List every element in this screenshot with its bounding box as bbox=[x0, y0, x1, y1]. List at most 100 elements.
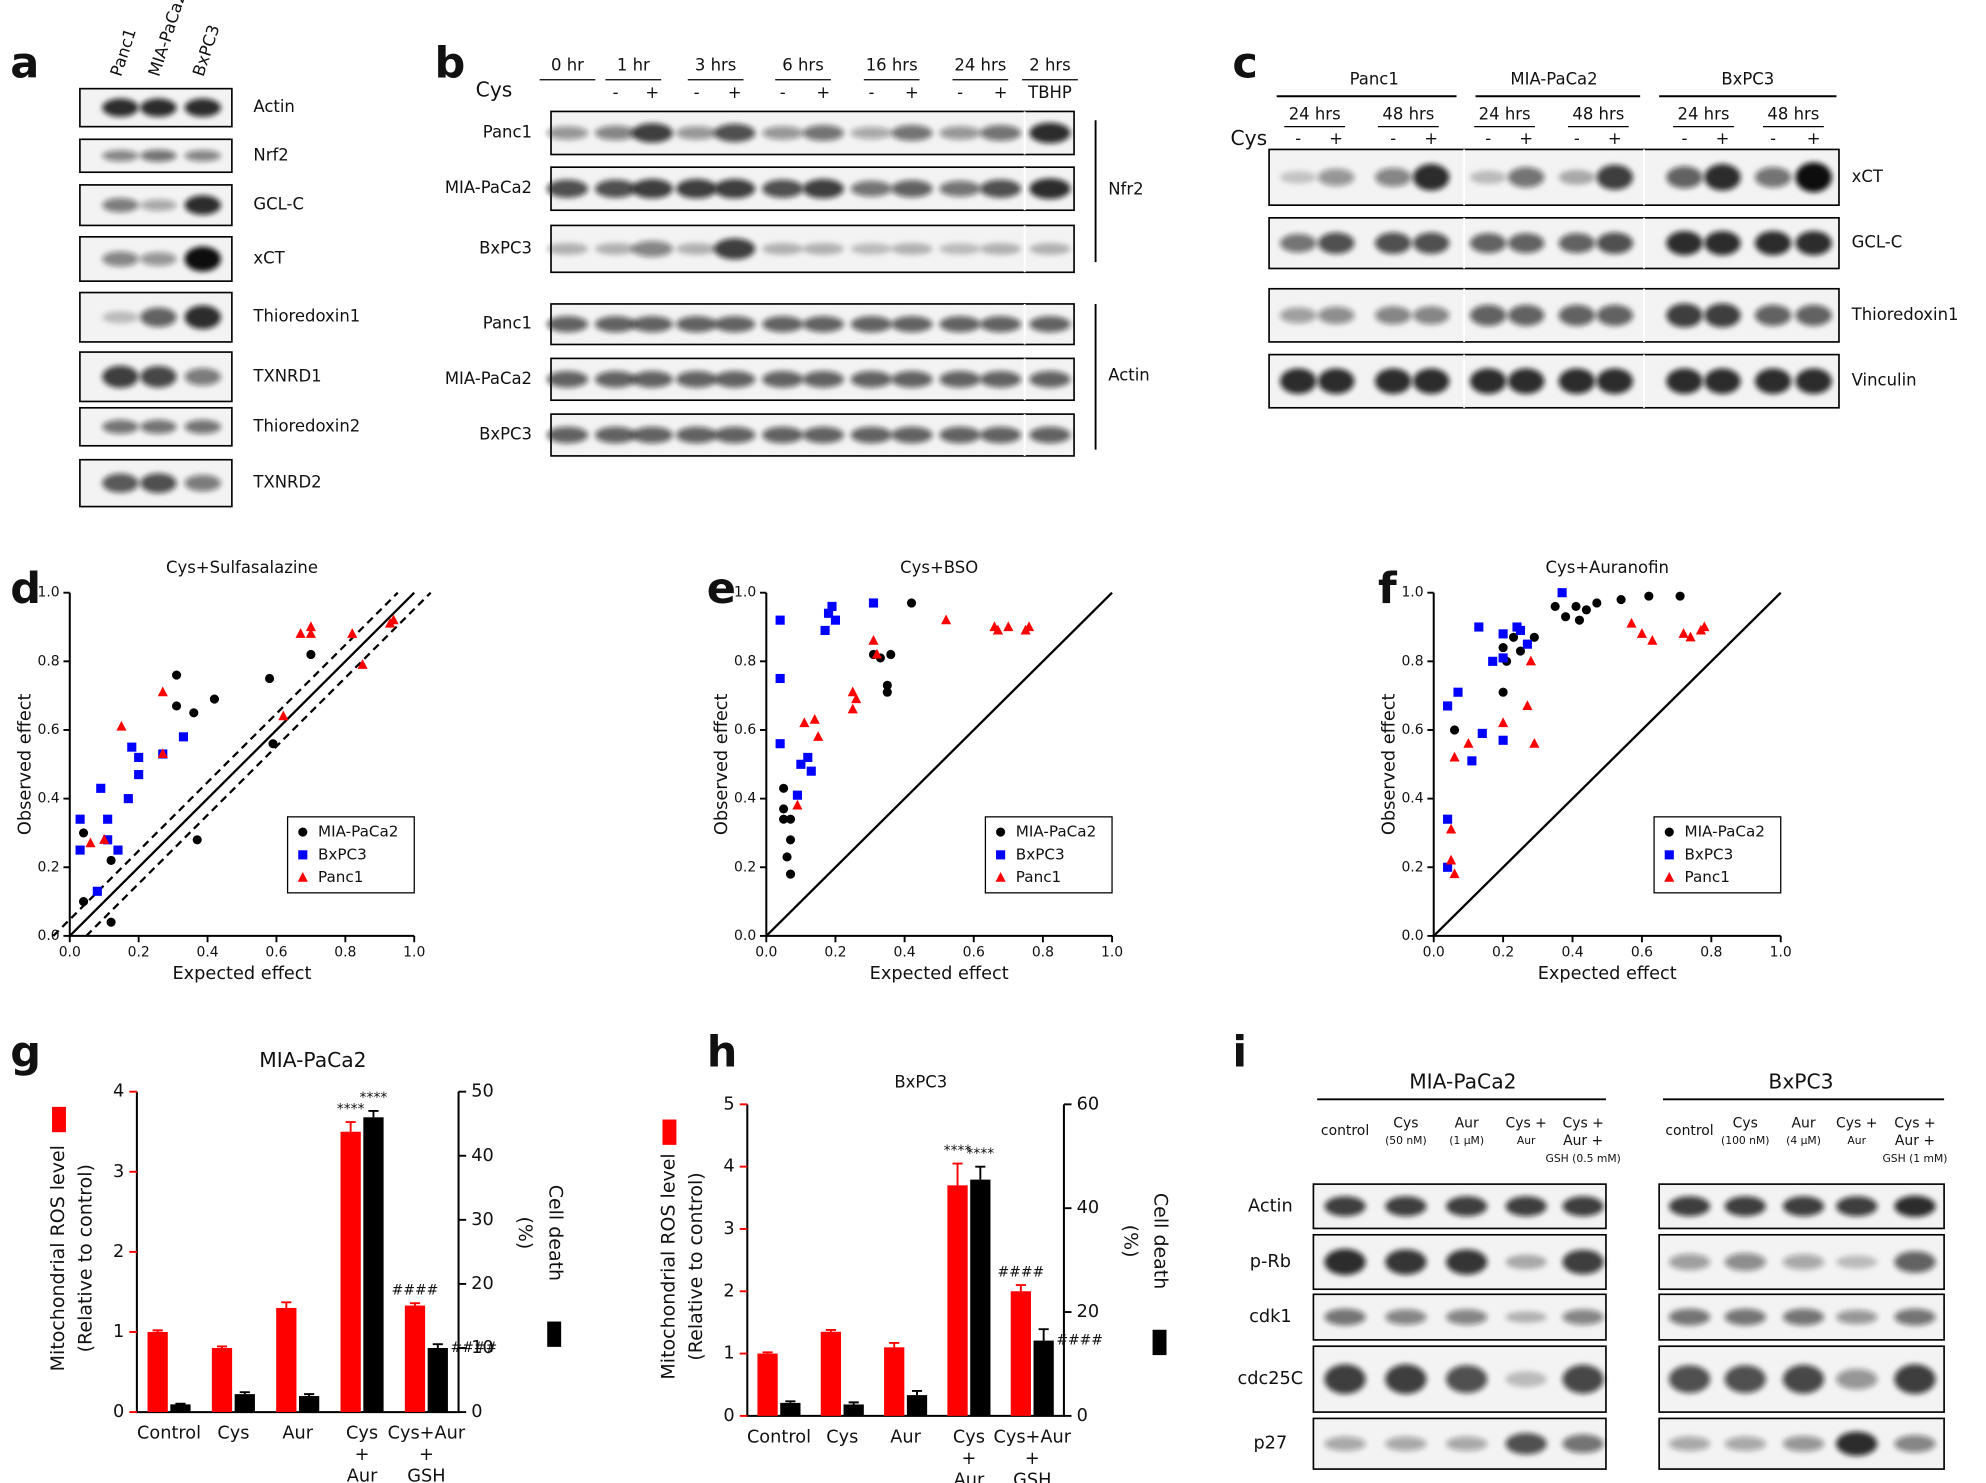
point bbox=[1636, 628, 1647, 638]
treatment-sign: + bbox=[645, 83, 659, 102]
blot-band bbox=[1558, 169, 1596, 185]
blot-band bbox=[1445, 1309, 1488, 1325]
blot-band bbox=[850, 180, 893, 197]
y-tick-label: 0.2 bbox=[1401, 859, 1423, 875]
row-label: Nrf2 bbox=[253, 145, 288, 164]
blot-band bbox=[1596, 368, 1634, 394]
y-axis-label: Mitochondrial ROS level bbox=[657, 1153, 679, 1379]
blot-band bbox=[184, 246, 221, 272]
blot-band bbox=[802, 371, 844, 388]
blot-band bbox=[979, 242, 1022, 255]
point bbox=[1515, 625, 1526, 636]
blot-band bbox=[1724, 1436, 1766, 1451]
group-label: Actin bbox=[1108, 366, 1149, 385]
point bbox=[357, 659, 368, 669]
blot-band bbox=[713, 238, 756, 260]
legend-label: Panc1 bbox=[318, 868, 363, 886]
blot-band bbox=[1668, 1253, 1711, 1271]
treatment-label: Cys bbox=[476, 78, 513, 102]
blot-band bbox=[1666, 303, 1703, 328]
blot-band bbox=[102, 419, 139, 434]
bar bbox=[363, 1117, 384, 1413]
x-tick-label: 0.6 bbox=[963, 944, 985, 960]
blot-band bbox=[675, 426, 718, 444]
blot-band bbox=[1894, 1364, 1936, 1395]
x-axis-label: Expected effect bbox=[173, 964, 312, 984]
treatment-sign: - bbox=[1770, 129, 1776, 148]
blot-band bbox=[631, 371, 673, 388]
blot-band bbox=[631, 426, 673, 444]
blot-band bbox=[1668, 1436, 1711, 1451]
blot-band bbox=[802, 178, 844, 199]
lane-label: (50 nM) bbox=[1385, 1134, 1427, 1147]
blot-band bbox=[1029, 122, 1071, 144]
timepoint: 48 hrs bbox=[1767, 105, 1819, 124]
y2-tick-label: 40 bbox=[1077, 1198, 1100, 1218]
blot-band bbox=[1894, 1195, 1936, 1217]
point bbox=[1522, 700, 1533, 711]
point bbox=[792, 799, 803, 810]
error-bar bbox=[975, 1165, 986, 1180]
blot-band bbox=[140, 365, 177, 388]
blot-band bbox=[1795, 368, 1832, 394]
error-bar bbox=[304, 1393, 315, 1397]
blot-band bbox=[184, 305, 221, 330]
point bbox=[103, 835, 113, 845]
blot-band bbox=[1317, 168, 1355, 186]
point bbox=[809, 713, 820, 724]
point bbox=[1626, 617, 1637, 628]
y-tick-label: 5 bbox=[723, 1094, 734, 1114]
blot-band bbox=[675, 178, 718, 199]
treatment-sign: - bbox=[1390, 129, 1396, 148]
blot-band bbox=[594, 316, 637, 333]
point bbox=[1550, 601, 1560, 611]
point bbox=[803, 752, 813, 762]
y-tick-label: 4 bbox=[113, 1082, 124, 1102]
blot-band bbox=[802, 426, 844, 444]
blot-band bbox=[1324, 1436, 1366, 1451]
blot-band bbox=[1507, 233, 1545, 254]
y-tick-label: 2 bbox=[113, 1242, 124, 1262]
blot-band bbox=[1754, 167, 1792, 188]
blot-band bbox=[546, 316, 589, 333]
blot-band bbox=[713, 316, 756, 333]
point bbox=[775, 615, 785, 625]
blot-band bbox=[850, 371, 893, 388]
blot-band bbox=[1782, 1196, 1825, 1217]
error-bar bbox=[825, 1328, 836, 1332]
blot-band bbox=[1782, 1435, 1825, 1452]
blot-band bbox=[762, 179, 804, 198]
y-tick-label: 1.0 bbox=[734, 585, 756, 601]
blot-band bbox=[939, 180, 981, 197]
cell-line: BxPC3 bbox=[1721, 69, 1774, 88]
blot-band bbox=[1385, 1364, 1427, 1395]
x-tick-label: 0.0 bbox=[1423, 944, 1445, 960]
x-tick-label: Control bbox=[747, 1427, 811, 1447]
blot-frame bbox=[1268, 148, 1840, 206]
blot-band bbox=[594, 426, 637, 444]
panel-letter: a bbox=[10, 38, 39, 88]
blot-band bbox=[802, 242, 844, 255]
bar bbox=[427, 1347, 448, 1413]
blot-band bbox=[713, 178, 756, 199]
lane-label: Cys bbox=[1733, 1115, 1758, 1131]
blot-band bbox=[1836, 1255, 1878, 1269]
bar bbox=[276, 1307, 297, 1413]
error-bar bbox=[175, 1402, 186, 1405]
lane-label: Aur + bbox=[1563, 1133, 1603, 1149]
blot-band bbox=[546, 426, 589, 444]
bar bbox=[147, 1331, 168, 1413]
blot-band bbox=[1666, 166, 1703, 189]
panel-letter: b bbox=[435, 38, 466, 88]
point bbox=[106, 855, 116, 865]
blot-band bbox=[140, 307, 177, 328]
blot-band bbox=[1754, 368, 1792, 394]
error-bar bbox=[368, 1109, 379, 1118]
point bbox=[157, 748, 168, 759]
bar bbox=[906, 1395, 928, 1416]
blot-band bbox=[1445, 1249, 1488, 1275]
blot-band bbox=[102, 473, 139, 493]
y-tick-label: 1 bbox=[113, 1322, 124, 1342]
y-tick-label: 0.0 bbox=[734, 928, 756, 944]
chart-title: Cys+Sulfasalazine bbox=[166, 558, 318, 577]
